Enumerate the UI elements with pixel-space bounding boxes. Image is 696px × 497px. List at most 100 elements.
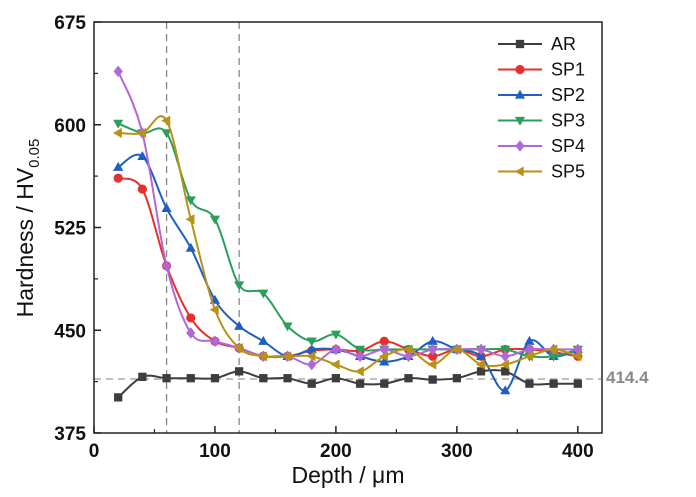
data-point-sp2-340 (500, 385, 511, 395)
legend-item-sp4: SP4 (498, 136, 585, 156)
data-point-sp5-60 (161, 115, 171, 126)
data-point-sp3-160 (282, 322, 293, 332)
data-point-ar-180 (307, 379, 316, 388)
y-axis-title-main: Hardness / HV (12, 167, 38, 317)
data-point-ar-240 (380, 379, 389, 388)
data-point-ar-60 (162, 374, 171, 383)
data-point-ar-400 (573, 379, 582, 388)
legend-label-ar: AR (551, 34, 576, 54)
legend-marker-ar (515, 39, 525, 49)
data-point-ar-40 (138, 372, 147, 381)
data-point-sp3-380 (548, 352, 559, 362)
legend-item-ar: AR (498, 34, 576, 54)
y-axis-title-subscript: 0.05 (26, 139, 43, 168)
data-point-ar-380 (549, 379, 558, 388)
data-point-sp4-340 (500, 350, 510, 363)
data-point-sp3-180 (306, 337, 317, 347)
data-point-sp2-360 (524, 335, 535, 345)
data-point-sp1-240 (379, 336, 389, 346)
x-tick-label-200: 200 (320, 441, 352, 462)
x-tick-label-300: 300 (441, 441, 473, 462)
data-point-ar-200 (331, 374, 341, 383)
legend-item-sp1: SP1 (498, 60, 585, 80)
legend-marker-sp3 (514, 116, 526, 126)
data-point-sp3-340 (500, 345, 511, 355)
data-point-sp5-20 (112, 127, 122, 139)
data-point-sp1-80 (186, 313, 196, 323)
data-point-sp1-40 (137, 184, 147, 194)
data-point-sp4-400 (573, 343, 583, 356)
reference-value-label: 414.4 (606, 368, 649, 387)
data-point-sp1-20 (113, 173, 123, 183)
data-point-ar-100 (210, 374, 220, 383)
data-point-ar-360 (525, 379, 534, 388)
series-sp3 (113, 119, 583, 362)
data-point-sp1-280 (428, 351, 438, 361)
x-axis-title: Depth / μm (292, 462, 405, 488)
data-point-ar-20 (114, 393, 123, 402)
y-tick-label-525: 525 (54, 219, 86, 240)
data-point-sp3-220 (355, 345, 366, 355)
data-point-sp5-140 (258, 351, 268, 362)
data-point-sp2-20 (113, 161, 124, 171)
data-point-sp5-380 (548, 344, 558, 355)
data-point-ar-340 (501, 367, 510, 376)
data-point-sp5-320 (475, 359, 485, 370)
data-point-sp4-100 (210, 335, 220, 347)
data-point-sp2-320 (475, 350, 487, 360)
data-point-sp2-140 (258, 335, 269, 345)
legend-label-sp2: SP2 (551, 85, 585, 105)
legend-marker-sp5 (514, 166, 524, 177)
y-tick-label-600: 600 (54, 116, 86, 137)
data-point-sp5-120 (233, 343, 243, 354)
data-point-sp5-180 (306, 351, 316, 362)
y-axis-title: Hardness / HV0.05 (12, 139, 43, 318)
x-tick-label-0: 0 (89, 441, 100, 462)
data-point-sp2-80 (185, 242, 196, 252)
data-point-sp5-260 (403, 344, 413, 355)
data-point-sp4-20 (113, 65, 123, 78)
data-point-sp4-220 (355, 350, 365, 363)
data-point-sp5-100 (209, 304, 219, 315)
data-point-sp4-180 (307, 358, 317, 371)
data-point-sp3-120 (234, 281, 245, 291)
legend-label-sp4: SP4 (551, 136, 585, 156)
legend-marker-sp2 (514, 89, 526, 99)
legend-label-sp5: SP5 (551, 162, 585, 182)
data-point-sp5-280 (427, 359, 437, 370)
data-point-sp2-180 (306, 344, 317, 354)
legend-label-sp3: SP3 (551, 111, 585, 131)
series-ar (114, 367, 582, 402)
data-point-ar-160 (283, 374, 292, 383)
plot-frame (93, 21, 603, 434)
series-sp5 (112, 115, 582, 377)
legend-item-sp3: SP3 (498, 111, 585, 131)
data-point-ar-140 (259, 374, 268, 383)
legend-label-sp1: SP1 (551, 60, 585, 80)
data-point-ar-320 (476, 367, 486, 376)
series-layer (112, 65, 583, 402)
data-point-ar-280 (428, 375, 437, 384)
data-point-sp5-80 (185, 214, 195, 225)
data-point-sp5-300 (451, 344, 461, 355)
legend-item-sp5: SP5 (498, 162, 585, 182)
data-point-ar-300 (452, 374, 461, 383)
data-point-sp5-220 (354, 366, 364, 377)
data-point-sp5-40 (137, 127, 147, 139)
series-sp1 (113, 173, 583, 361)
legend-item-sp2: SP2 (498, 85, 585, 105)
data-point-sp3-140 (258, 289, 269, 299)
data-point-sp3-20 (113, 119, 124, 129)
data-point-sp2-40 (137, 150, 148, 160)
data-point-sp3-60 (161, 129, 172, 139)
data-point-sp3-200 (330, 330, 341, 340)
legend: AR SP1 SP2 SP3 SP4 SP5 (498, 34, 585, 182)
data-point-sp5-240 (378, 351, 388, 362)
data-point-ar-80 (186, 374, 195, 383)
data-point-sp3-100 (209, 215, 221, 225)
data-point-sp4-80 (186, 327, 196, 339)
data-point-sp5-340 (499, 359, 509, 370)
data-point-sp3-80 (185, 196, 196, 206)
